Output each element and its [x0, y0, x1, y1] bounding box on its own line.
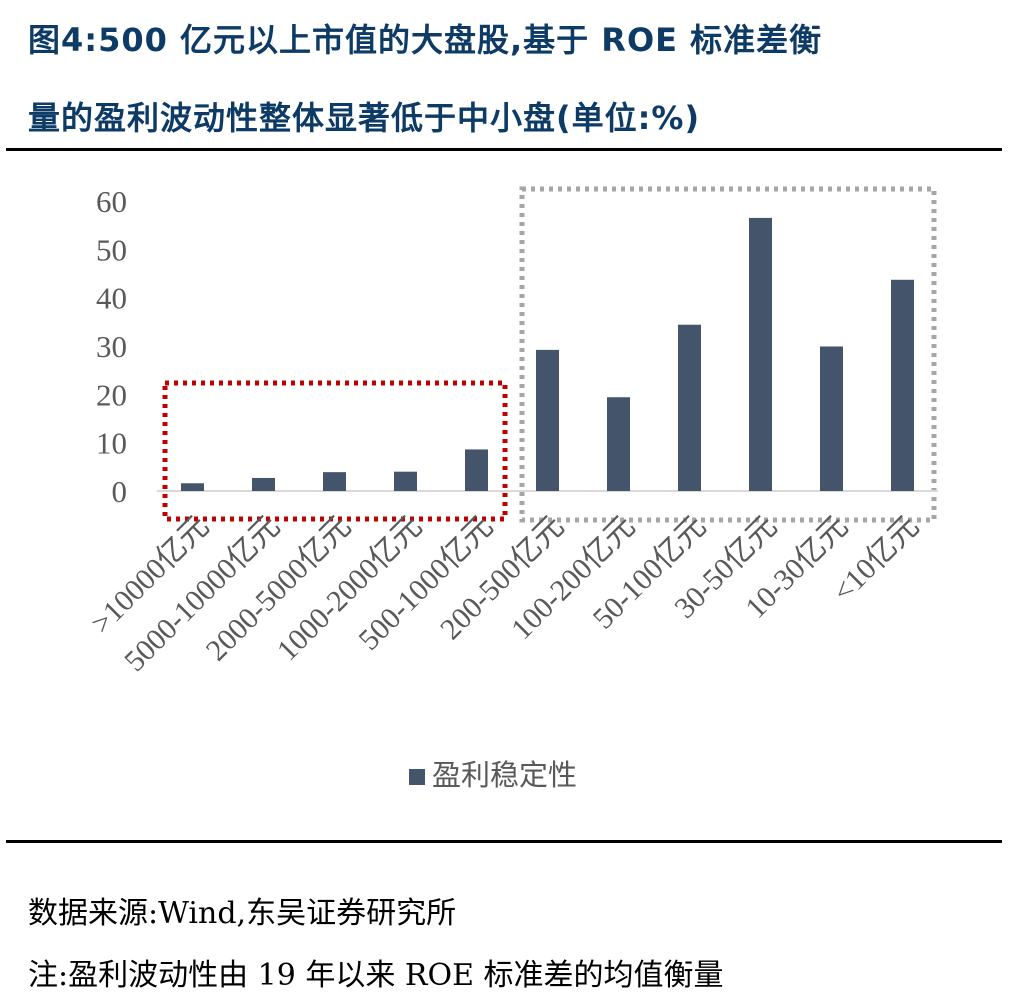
bar	[181, 483, 204, 491]
chart-title-line1: 图4:500 亿元以上市值的大盘股,基于 ROE 标准差衡	[28, 21, 823, 59]
y-tick-label: 40	[96, 281, 127, 316]
chart-title-line2: 量的盈利波动性整体显著低于中小盘(单位:%)	[28, 99, 701, 137]
source-note: 数据来源:Wind,东吴证券研究所	[28, 896, 457, 931]
large-cap-highlight-box	[162, 380, 508, 522]
bottom-rule	[6, 840, 1002, 843]
y-tick-label: 10	[96, 426, 127, 461]
bar	[465, 449, 488, 491]
y-tick-label: 20	[96, 377, 127, 412]
bars	[181, 217, 914, 491]
y-tick-label: 30	[96, 329, 127, 364]
bar	[891, 279, 914, 491]
bar	[678, 324, 701, 491]
footnote: 注:盈利波动性由 19 年以来 ROE 标准差的均值衡量	[28, 958, 724, 993]
y-axis-ticks: 0 10 20 30 40 50 60	[96, 184, 127, 509]
bar	[252, 477, 275, 491]
bar	[607, 397, 630, 491]
bar	[323, 472, 346, 491]
legend: 盈利稳定性	[409, 758, 577, 792]
y-tick-label: 60	[96, 184, 127, 219]
top-rule	[6, 148, 1002, 151]
legend-swatch	[409, 769, 425, 785]
y-tick-label: 50	[96, 232, 127, 267]
bar	[394, 471, 417, 491]
x-axis-ticks: >10000亿元5000-10000亿元2000-5000亿元1000-2000…	[85, 510, 926, 678]
small-cap-highlight-box	[519, 186, 937, 523]
bar	[536, 349, 559, 491]
y-tick-label: 0	[112, 474, 128, 509]
bar	[749, 217, 772, 491]
legend-label: 盈利稳定性	[432, 758, 577, 792]
bar	[820, 346, 843, 491]
highlight-boxes	[162, 186, 937, 523]
bar-chart: 0 10 20 30 40 50 60 >10000亿元5000-10000亿元2000-5…	[85, 184, 938, 792]
